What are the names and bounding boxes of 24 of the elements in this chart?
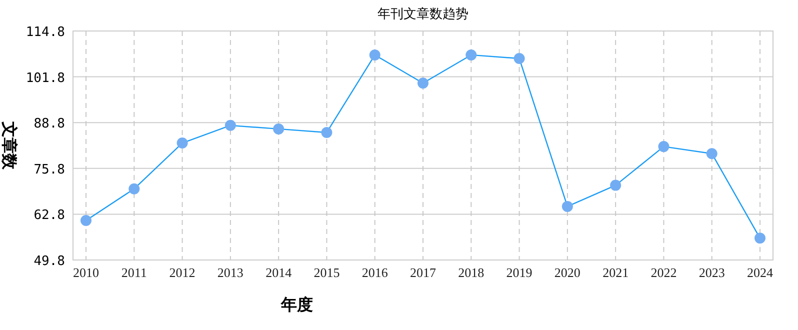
x-tick-label: 2017 bbox=[410, 265, 436, 280]
x-tick-label: 2012 bbox=[169, 265, 196, 280]
y-tick-label: 88.8 bbox=[34, 116, 65, 132]
x-tick-label: 2011 bbox=[121, 265, 147, 280]
x-tick-label: 2020 bbox=[554, 265, 580, 280]
x-tick-label: 2014 bbox=[266, 265, 292, 280]
chart-title: 年刊文章数趋势 bbox=[378, 6, 468, 21]
x-tick-label: 2024 bbox=[747, 265, 774, 280]
x-tick-label: 2016 bbox=[362, 265, 388, 280]
y-axis-title: 文章数 bbox=[0, 120, 18, 170]
x-tick-label: 2018 bbox=[458, 265, 484, 280]
y-tick-label: 75.8 bbox=[34, 162, 65, 178]
x-tick-label: 2019 bbox=[506, 265, 532, 280]
y-tick-label: 114.8 bbox=[26, 25, 65, 40]
x-tick-label: 2021 bbox=[602, 265, 629, 280]
x-tick-label: 2015 bbox=[314, 265, 340, 280]
x-axis-title: 年度 bbox=[280, 295, 313, 314]
y-tick-label: 62.8 bbox=[34, 208, 65, 224]
x-tick-label: 2022 bbox=[650, 265, 677, 280]
x-tick-label: 2013 bbox=[217, 265, 244, 280]
y-tick-label: 49.8 bbox=[34, 254, 65, 269]
x-tick-label: 2023 bbox=[698, 265, 725, 280]
x-tick-label: 2010 bbox=[73, 265, 99, 280]
y-tick-label: 101.8 bbox=[26, 70, 65, 86]
